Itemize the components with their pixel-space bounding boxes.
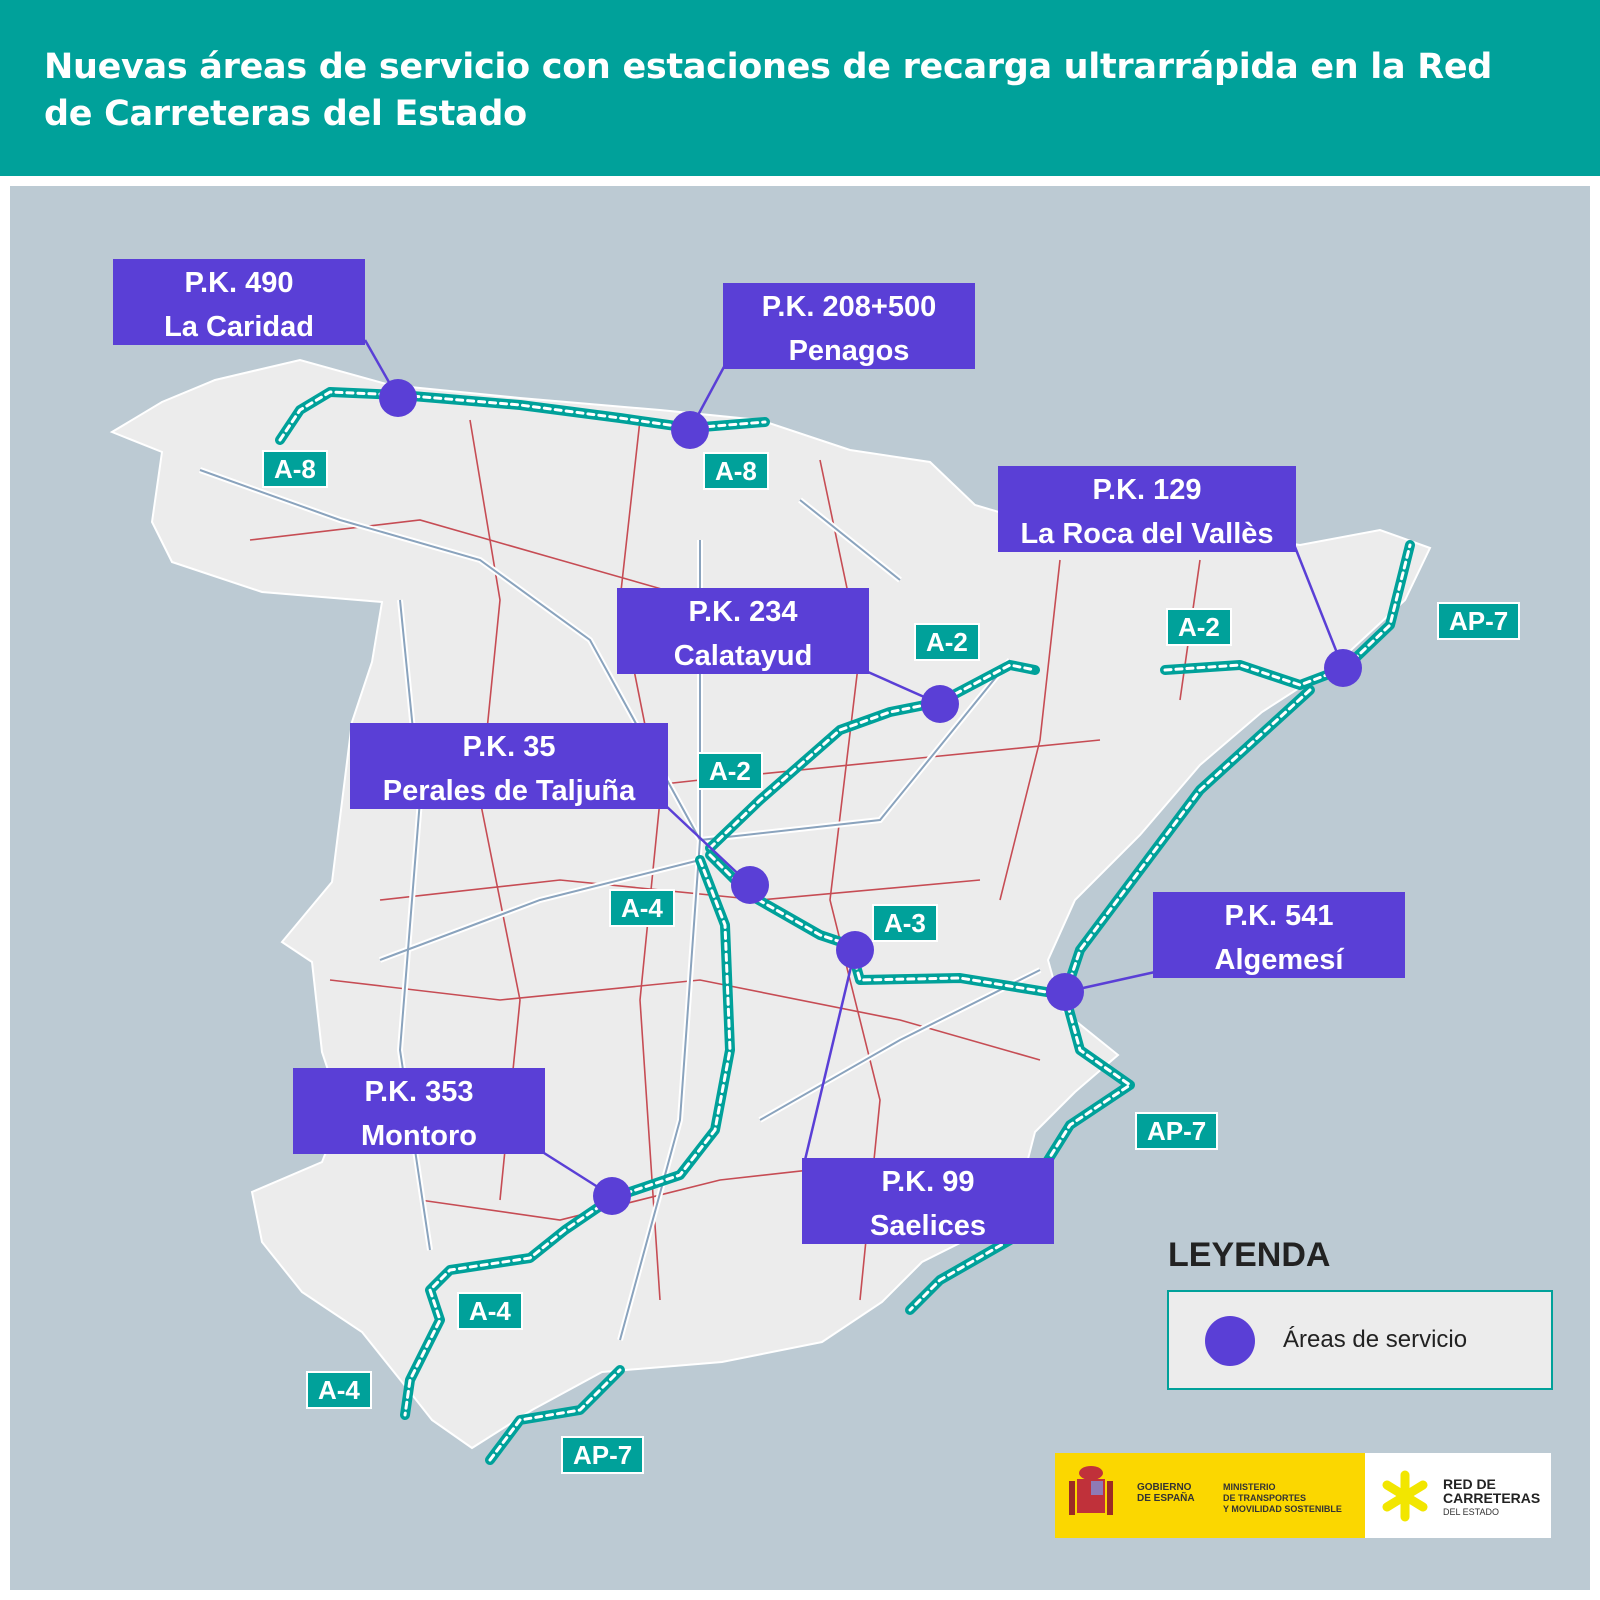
gobierno-logo: GOBIERNO DE ESPAÑA MINISTERIO DE TRANSPO… xyxy=(1055,1453,1365,1538)
pk-value: P.K. 99 xyxy=(881,1166,975,1198)
gobierno-text: GOBIERNO DE ESPAÑA xyxy=(1137,1482,1195,1504)
service-area-label: P.K. 541 Algemesí xyxy=(1153,892,1405,978)
road-label: A-2 xyxy=(914,623,980,661)
area-name: La Caridad xyxy=(164,311,314,343)
road-label: AP-7 xyxy=(1135,1112,1219,1150)
page-title: Nuevas áreas de servicio con estaciones … xyxy=(44,47,1493,134)
road-label: AP-7 xyxy=(561,1436,645,1474)
service-area-marker[interactable] xyxy=(731,866,769,904)
road-label: AP-7 xyxy=(1437,602,1521,640)
service-area-label: P.K. 234 Calatayud xyxy=(617,588,869,674)
road-label: A-8 xyxy=(262,450,328,488)
area-name: Perales de Taljuña xyxy=(382,775,636,807)
service-area-legend-icon xyxy=(1205,1316,1255,1366)
road-label: A-4 xyxy=(609,889,675,927)
service-area-marker[interactable] xyxy=(379,379,417,417)
service-area-marker[interactable] xyxy=(921,685,959,723)
pk-value: P.K. 129 xyxy=(1092,474,1202,506)
area-name: Saelices xyxy=(869,1210,987,1242)
service-area-marker[interactable] xyxy=(1324,649,1362,687)
area-name: Calatayud xyxy=(673,640,813,672)
red-carreteras-logo: RED DE CARRETERAS DEL ESTADO xyxy=(1365,1453,1551,1538)
road-label: A-2 xyxy=(697,752,763,790)
service-area-label: P.K. 129 La Roca del Vallès xyxy=(998,466,1296,552)
pk-value: P.K. 234 xyxy=(688,596,798,628)
pk-value: P.K. 208+500 xyxy=(761,291,937,323)
road-label: A-4 xyxy=(457,1292,523,1330)
service-area-label: P.K. 208+500 Penagos xyxy=(723,283,975,369)
legend-label: Áreas de servicio xyxy=(1283,1326,1468,1353)
road-label: A-3 xyxy=(872,904,938,942)
service-area-markers xyxy=(379,379,1362,1215)
legend: Áreas de servicio xyxy=(1167,1290,1553,1390)
header: Nuevas áreas de servicio con estaciones … xyxy=(0,0,1600,176)
service-area-label: P.K. 490 La Caridad xyxy=(113,259,365,345)
area-name: Penagos xyxy=(788,335,910,367)
service-area-marker[interactable] xyxy=(671,411,709,449)
service-area-label: P.K. 35 Perales de Taljuña xyxy=(350,723,668,809)
government-logos: GOBIERNO DE ESPAÑA MINISTERIO DE TRANSPO… xyxy=(1055,1453,1551,1538)
service-area-marker[interactable] xyxy=(1046,973,1084,1011)
pk-value: P.K. 35 xyxy=(462,731,556,763)
area-name: Montoro xyxy=(361,1120,477,1152)
legend-title: LEYENDA xyxy=(1168,1236,1331,1274)
pk-value: P.K. 353 xyxy=(364,1076,474,1108)
red-text: RED DE CARRETERAS xyxy=(1443,1476,1541,1506)
road-label: A-4 xyxy=(306,1371,372,1409)
service-area-marker[interactable] xyxy=(593,1177,631,1215)
ministerio-text: MINISTERIO DE TRANSPORTES Y MOVILIDAD SO… xyxy=(1223,1482,1342,1514)
service-area-label: P.K. 99 Saelices xyxy=(802,1158,1054,1244)
area-name: La Roca del Vallès xyxy=(1020,518,1274,550)
red-subtext: DEL ESTADO xyxy=(1443,1507,1500,1517)
star-logo-icon xyxy=(1382,1470,1428,1522)
road-label: A-8 xyxy=(703,452,769,490)
coat-of-arms-icon xyxy=(1069,1466,1113,1515)
service-area-label: P.K. 353 Montoro xyxy=(293,1068,545,1154)
area-name: Algemesí xyxy=(1214,944,1344,976)
pk-value: P.K. 490 xyxy=(184,267,294,299)
road-label: A-2 xyxy=(1166,608,1232,646)
pk-value: P.K. 541 xyxy=(1224,900,1334,932)
service-area-marker[interactable] xyxy=(836,931,874,969)
